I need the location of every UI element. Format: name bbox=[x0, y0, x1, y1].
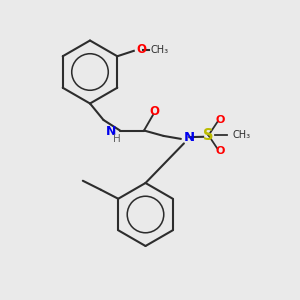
Text: O: O bbox=[136, 43, 146, 56]
Text: N: N bbox=[183, 131, 194, 144]
Text: H: H bbox=[112, 134, 120, 145]
Text: N: N bbox=[106, 125, 116, 139]
Text: O: O bbox=[149, 105, 159, 119]
Text: CH₃: CH₃ bbox=[232, 130, 250, 140]
Text: S: S bbox=[203, 128, 214, 143]
Text: CH₃: CH₃ bbox=[150, 45, 168, 55]
Text: O: O bbox=[215, 115, 225, 125]
Text: O: O bbox=[215, 146, 225, 156]
